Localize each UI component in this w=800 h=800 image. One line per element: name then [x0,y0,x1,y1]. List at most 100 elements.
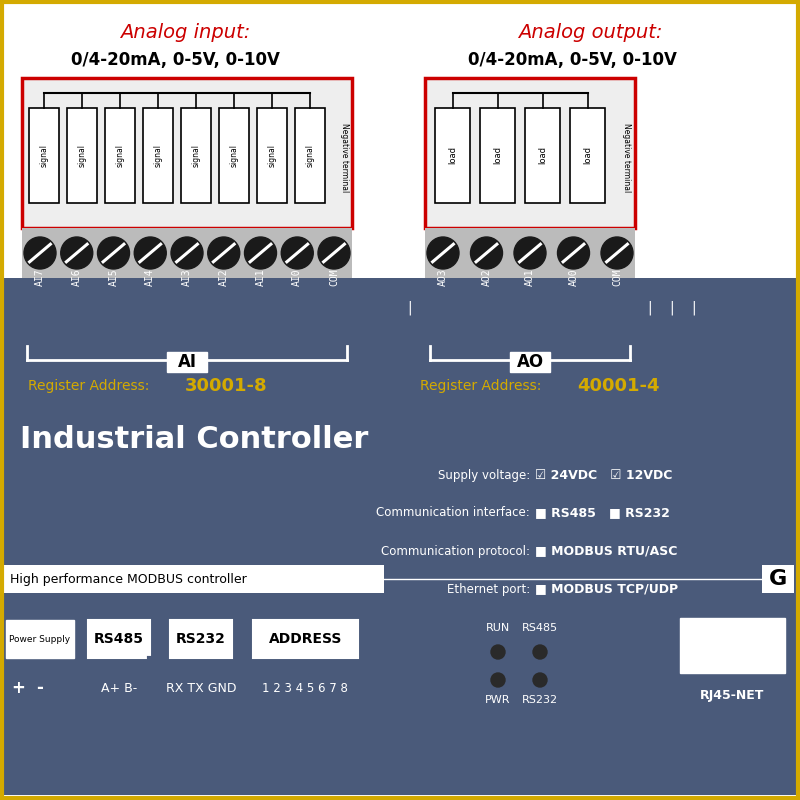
Text: PWR: PWR [486,695,510,705]
Text: RS232: RS232 [522,695,558,705]
Circle shape [98,237,130,269]
Bar [253,620,358,658]
Circle shape [171,237,203,269]
Text: ■ MODBUS RTU/ASC: ■ MODBUS RTU/ASC [535,545,678,558]
Circle shape [24,237,56,269]
Text: Negative terminal: Negative terminal [622,123,631,193]
Text: AI4: AI4 [146,268,155,286]
Text: 0/4-20mA, 0-5V, 0-10V: 0/4-20mA, 0-5V, 0-10V [70,51,279,69]
Bar [105,108,135,203]
Text: load: load [493,146,502,165]
Text: RUN: RUN [486,623,510,633]
Text: RS485: RS485 [522,623,558,633]
Text: AI1: AI1 [255,268,266,286]
Text: |: | [408,301,412,315]
Bar [257,108,287,203]
Text: signal: signal [154,144,162,167]
Text: Communication interface:: Communication interface: [376,506,530,519]
Text: signal: signal [267,144,277,167]
Circle shape [491,645,505,659]
Circle shape [245,237,277,269]
Text: |: | [670,301,674,315]
Text: Communication protocol:: Communication protocol: [381,545,530,558]
Bar [29,108,59,203]
Text: +: + [11,679,25,697]
Text: ADDRESS: ADDRESS [269,632,342,646]
Text: |: | [692,301,696,315]
Bar [181,108,211,203]
Text: RJ45-NET: RJ45-NET [700,689,765,702]
Text: -: - [37,679,43,697]
Bar [22,228,352,278]
Circle shape [318,237,350,269]
Bar [2,278,798,400]
Text: signal: signal [39,144,49,167]
Bar [2,400,798,600]
Text: High performance MODBUS controller: High performance MODBUS controller [10,573,246,586]
Text: Negative terminal: Negative terminal [339,123,349,193]
Bar [88,620,150,658]
Circle shape [514,237,546,269]
Text: G: G [769,569,787,589]
Text: load: load [448,146,457,165]
Text: 40001-4: 40001-4 [577,377,659,395]
Bar [570,108,605,203]
Bar [425,228,635,278]
Text: 30001-8: 30001-8 [185,377,268,395]
Text: Power Supply: Power Supply [10,634,70,643]
Bar [525,108,560,203]
Text: Register Address:: Register Address: [28,379,150,393]
Text: AO2: AO2 [482,268,491,286]
Circle shape [533,673,547,687]
Text: COM: COM [612,268,622,286]
Text: Supply voltage:: Supply voltage: [438,469,530,482]
Bar [435,108,470,203]
Text: Analog input:: Analog input: [120,22,250,42]
Text: Register Address:: Register Address: [420,379,542,393]
Text: RS232: RS232 [176,632,226,646]
Text: AI2: AI2 [218,268,229,286]
Text: A+ B-: A+ B- [101,682,137,694]
Text: signal: signal [306,144,314,167]
Bar [67,108,97,203]
Bar [6,620,74,658]
Text: load: load [583,146,592,165]
Text: ■ MODBUS TCP/UDP: ■ MODBUS TCP/UDP [535,582,678,595]
Circle shape [470,237,502,269]
Bar [143,108,173,203]
Text: signal: signal [230,144,238,167]
Text: AI7: AI7 [35,268,45,286]
Text: AO0: AO0 [569,268,578,286]
Circle shape [558,237,590,269]
Bar [510,352,550,372]
Bar [425,78,635,228]
Text: Ethernet port:: Ethernet port: [446,582,530,595]
Text: RX TX GND: RX TX GND [166,682,236,694]
Text: signal: signal [78,144,86,167]
Circle shape [61,237,93,269]
Circle shape [427,237,459,269]
Bar [680,618,785,673]
Text: AO1: AO1 [525,268,535,286]
Bar [4,565,384,593]
Text: AI5: AI5 [109,268,118,286]
Text: ■ RS485   ■ RS232: ■ RS485 ■ RS232 [535,506,670,519]
Bar [167,352,207,372]
Text: signal: signal [191,144,201,167]
Text: 1 2 3 4 5 6 7 8: 1 2 3 4 5 6 7 8 [262,682,348,694]
Bar [170,620,232,658]
Text: AI3: AI3 [182,268,192,286]
Circle shape [533,645,547,659]
Circle shape [491,673,505,687]
Circle shape [208,237,240,269]
Bar [762,565,794,593]
Text: COM: COM [329,268,339,286]
Text: AI6: AI6 [72,268,82,286]
Bar [219,108,249,203]
Text: Analog output:: Analog output: [518,22,662,42]
Text: AI: AI [178,353,197,371]
Bar [295,108,325,203]
Circle shape [134,237,166,269]
Text: AO: AO [517,353,543,371]
Text: 0/4-20mA, 0-5V, 0-10V: 0/4-20mA, 0-5V, 0-10V [467,51,677,69]
